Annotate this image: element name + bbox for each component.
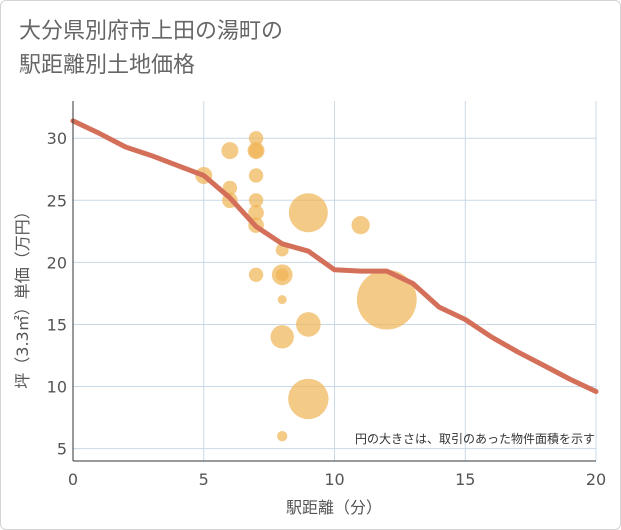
y-tick-label: 20 <box>47 253 67 272</box>
bubble-point <box>248 168 264 183</box>
axes <box>72 101 596 462</box>
y-axis-label: 坪（3.3㎡）単価（万円） <box>13 203 32 388</box>
bubble-point <box>277 295 287 305</box>
bubble-point <box>351 216 370 235</box>
bubble-point <box>248 131 264 146</box>
bubble-point <box>277 430 288 442</box>
chart-title-line1: 大分県別府市上田の湯町の <box>19 19 284 44</box>
bubble-size-note: 円の大きさは、取引のあった物件面積を示す <box>355 431 595 446</box>
bubble-point <box>296 312 321 337</box>
x-tick-label: 15 <box>455 470 475 489</box>
bubble-point <box>288 193 328 233</box>
bubble-point <box>248 143 264 158</box>
bubble-point <box>221 142 239 160</box>
y-tick-label: 30 <box>47 129 67 148</box>
bubble-point <box>288 378 329 420</box>
chart-title: 大分県別府市上田の湯町の 駅距離別土地価格 <box>19 15 283 83</box>
y-tick-label: 15 <box>47 315 67 334</box>
bubble-point <box>270 325 294 349</box>
chart-title-line2: 駅距離別土地価格 <box>19 53 196 78</box>
bubble-point <box>275 268 289 282</box>
x-tick-label: 10 <box>324 470 344 489</box>
bubble-point <box>248 204 264 221</box>
bubble-point <box>248 193 264 208</box>
y-tick-label: 25 <box>47 191 67 210</box>
x-tick-label: 20 <box>586 470 606 489</box>
bubble-point <box>356 269 417 330</box>
x-axis-label: 駅距離（分） <box>286 498 382 517</box>
trend-series <box>70 118 599 394</box>
x-tick-label: 0 <box>68 470 78 489</box>
bubble-point <box>248 267 264 282</box>
bubble-series <box>195 131 417 442</box>
x-tick-label: 5 <box>199 470 209 489</box>
y-tick-label: 10 <box>47 378 67 397</box>
y-tick-label: 5 <box>57 440 67 459</box>
trend-line <box>70 118 599 394</box>
